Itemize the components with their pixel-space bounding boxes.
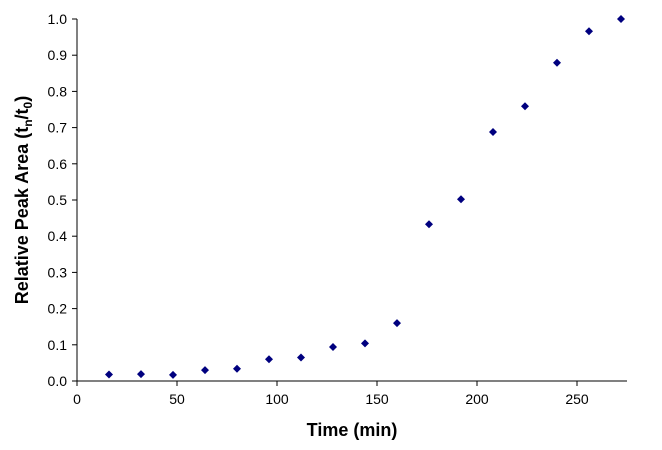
data-point xyxy=(617,15,625,23)
data-point xyxy=(553,58,561,67)
y-tick-label: 1.0 xyxy=(48,11,68,27)
data-point xyxy=(489,127,497,136)
data-point xyxy=(425,220,433,229)
data-point xyxy=(265,355,273,364)
y-axis-title-prefix: Relative Peak Area (t xyxy=(12,127,32,304)
y-axis-title-suffix: ) xyxy=(12,96,32,102)
data-point xyxy=(361,339,369,348)
data-point xyxy=(585,27,593,36)
y-axis-title-middle: /t xyxy=(12,108,32,119)
data-point xyxy=(201,366,209,375)
data-point xyxy=(233,364,241,373)
y-axis-title-subscript-n: n xyxy=(21,119,35,126)
x-tick-label: 0 xyxy=(73,391,81,407)
y-tick-label: 0.8 xyxy=(48,83,68,99)
y-tick-label: 0.3 xyxy=(48,264,68,280)
data-point xyxy=(137,370,145,379)
y-tick-label: 0.4 xyxy=(48,228,68,244)
x-tick-label: 150 xyxy=(365,391,389,407)
data-point xyxy=(329,342,337,351)
data-points xyxy=(105,15,625,379)
plot-frame xyxy=(76,19,627,382)
data-point xyxy=(457,195,465,204)
y-axis-title: Relative Peak Area (tn/t0) xyxy=(12,96,35,304)
x-tick-label: 100 xyxy=(265,391,289,407)
x-tick-label: 50 xyxy=(169,391,185,407)
x-tick-label: 200 xyxy=(465,391,489,407)
y-tick-label: 0.0 xyxy=(48,373,68,389)
x-axis-ticks: 0 50 100 150 200 250 xyxy=(73,381,589,407)
data-point xyxy=(169,370,177,379)
y-tick-label: 0.2 xyxy=(48,301,68,317)
y-tick-label: 0.6 xyxy=(48,156,68,172)
data-point xyxy=(521,102,529,111)
x-axis-title: Time (min) xyxy=(307,420,398,440)
y-tick-label: 0.9 xyxy=(48,47,68,63)
y-tick-label: 0.5 xyxy=(48,192,68,208)
y-axis-ticks: 0.0 0.1 0.2 0.3 0.4 0.5 0.6 0.7 0.8 0.9 1.0 xyxy=(48,11,77,389)
x-tick-label: 250 xyxy=(565,391,589,407)
y-tick-label: 0.1 xyxy=(48,337,68,353)
y-tick-label: 0.7 xyxy=(48,120,68,136)
data-point xyxy=(393,319,401,328)
data-point xyxy=(105,370,113,379)
y-axis-title-subscript-0: 0 xyxy=(21,101,35,108)
data-point xyxy=(297,353,305,362)
